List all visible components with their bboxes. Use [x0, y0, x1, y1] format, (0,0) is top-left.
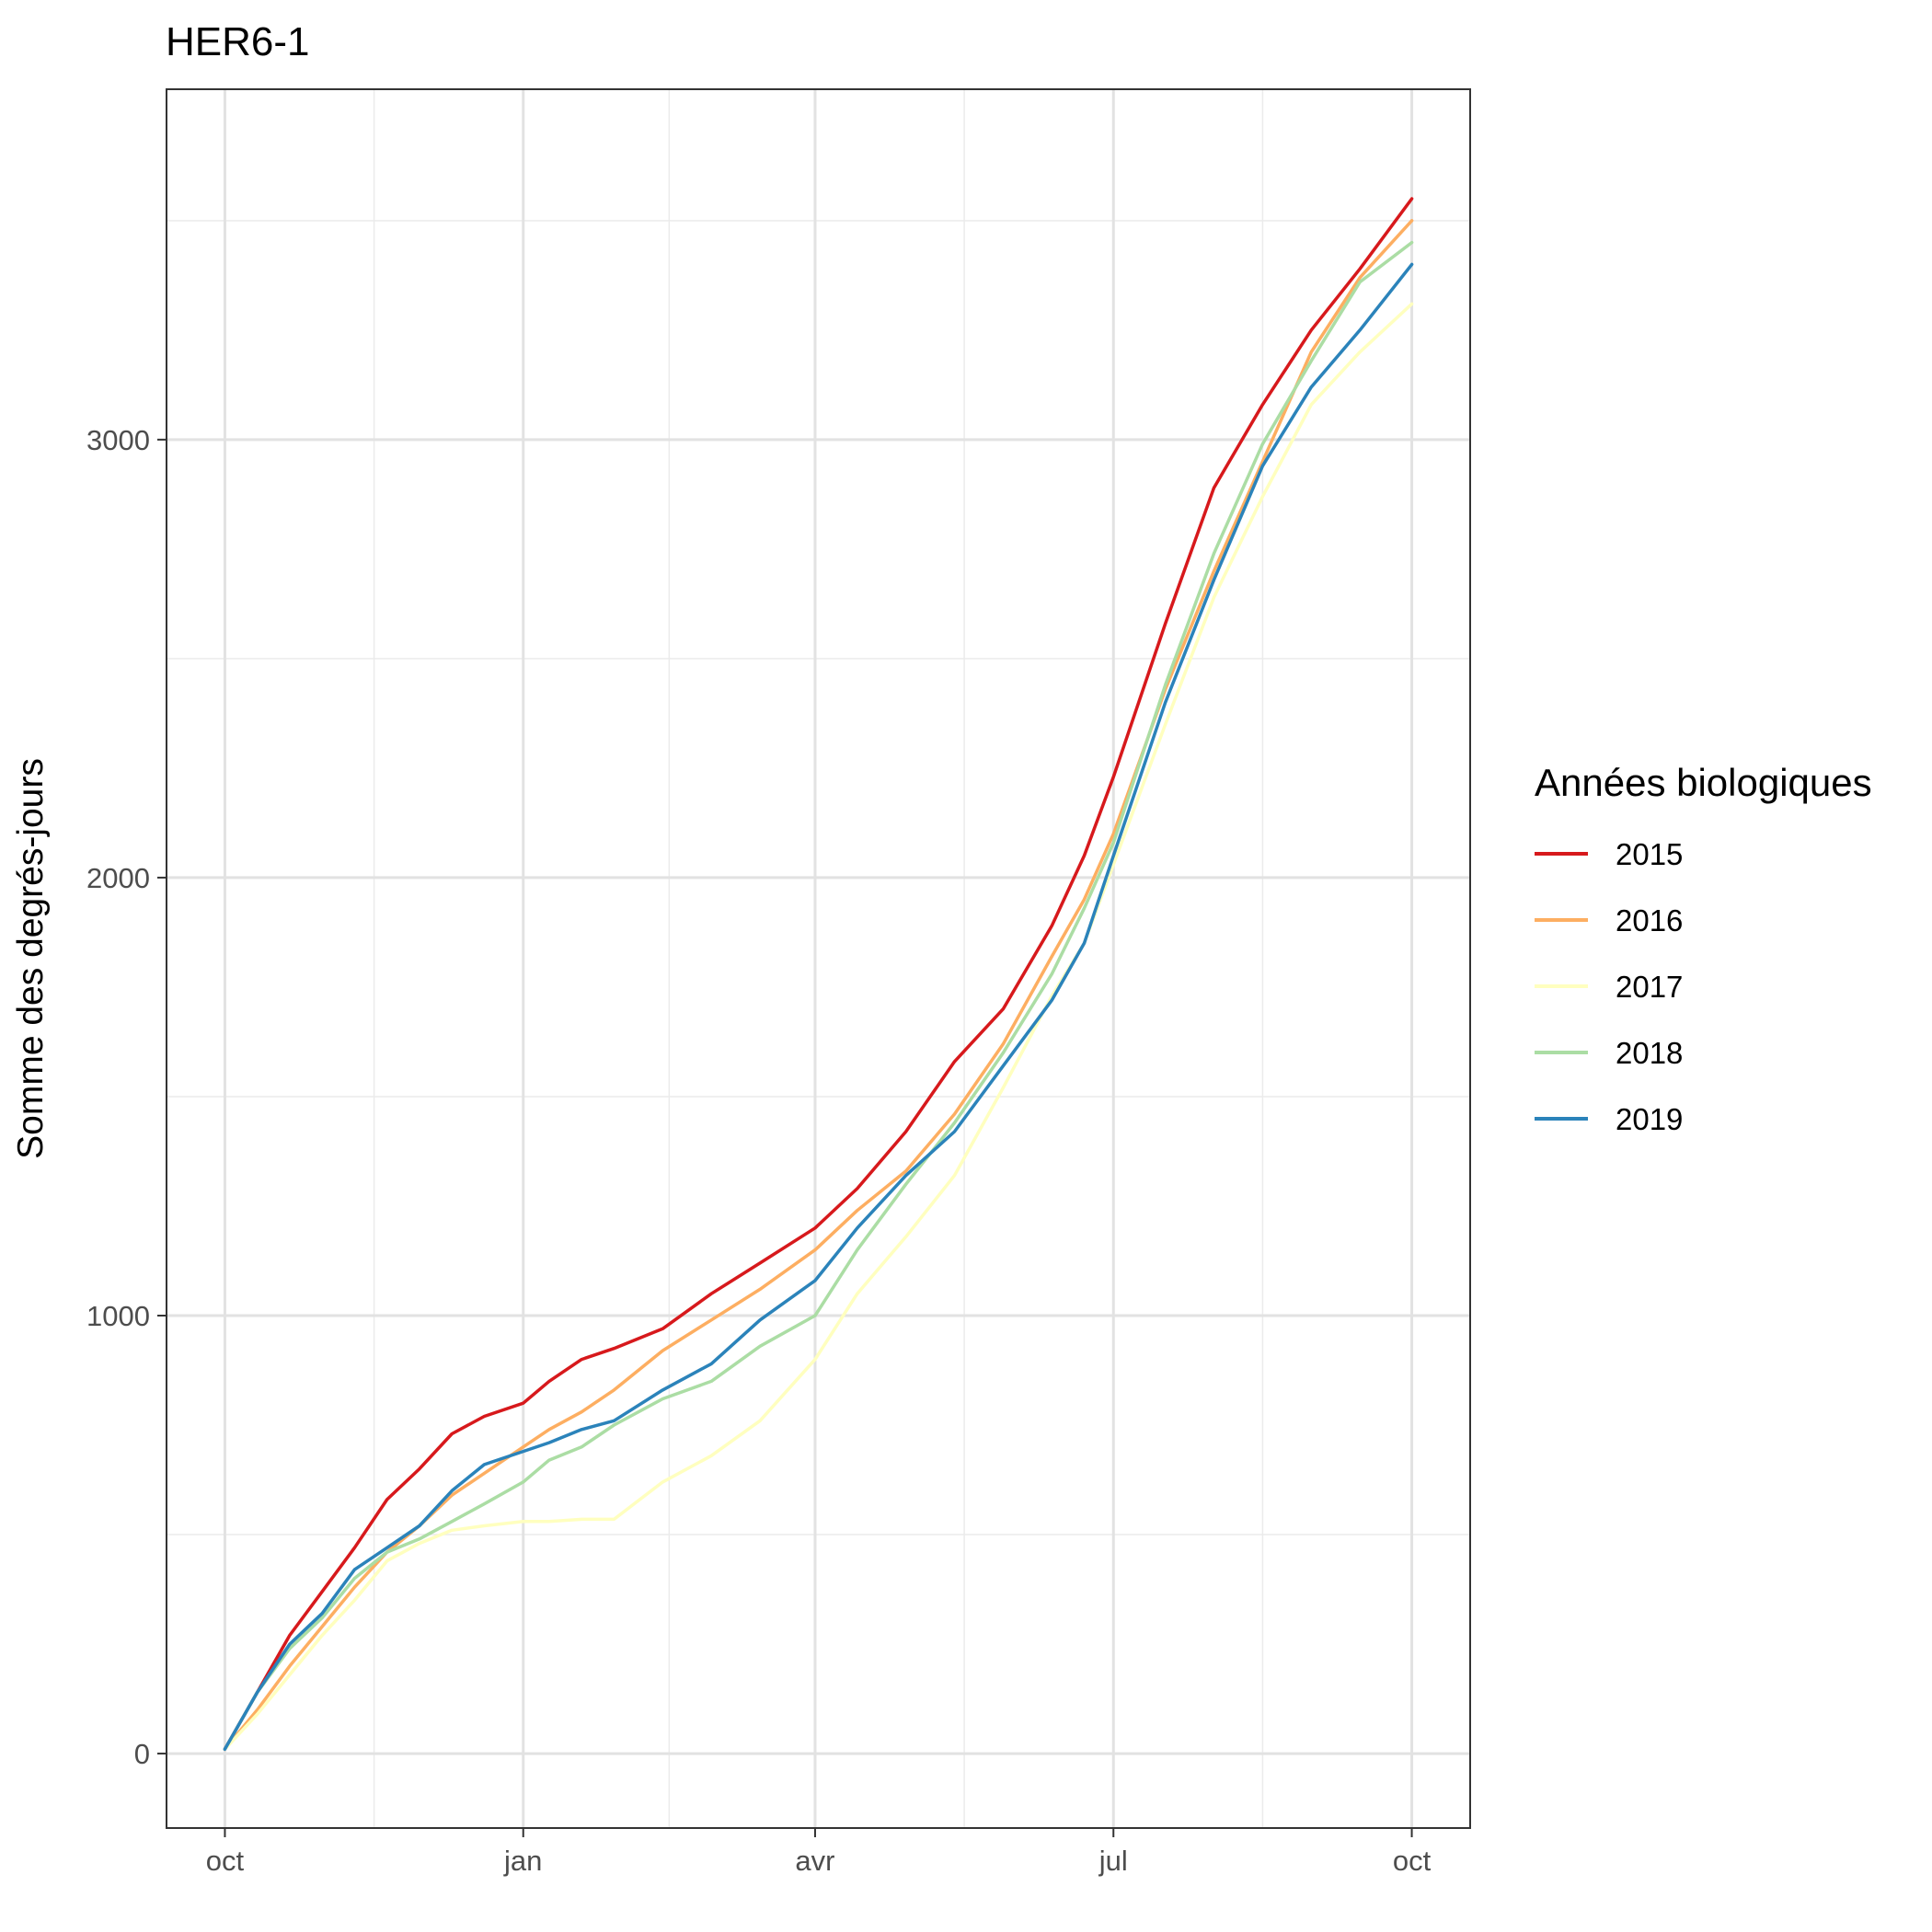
legend-label-2019: 2019 [1616, 1102, 1683, 1136]
legend-label-2015: 2015 [1616, 837, 1683, 871]
legend: Années biologiques 2015 2016 2017 2018 2019 [1535, 761, 1872, 1136]
y-tick-label: 1000 [86, 1300, 150, 1332]
y-axis-title: Somme des degrés-jours [11, 758, 51, 1159]
y-tick-label: 0 [134, 1738, 150, 1770]
plot-panel [167, 89, 1470, 1828]
series-layer [223, 197, 1414, 1752]
series-line-2015 [223, 197, 1414, 1752]
legend-label-2016: 2016 [1616, 903, 1683, 937]
y-tick-label: 3000 [86, 424, 150, 456]
plot-border [166, 88, 1471, 1829]
x-tick-label: jul [1098, 1845, 1128, 1877]
legend-items: 2015 2016 2017 2018 2019 [1535, 837, 1683, 1136]
chart-title: HER6-1 [166, 19, 310, 64]
grid-lines [167, 89, 1470, 1828]
legend-label-2017: 2017 [1616, 970, 1683, 1004]
y-tick-label: 2000 [86, 862, 150, 894]
legend-label-2018: 2018 [1616, 1036, 1683, 1070]
series-line-2019 [223, 262, 1414, 1752]
series-line-2017 [223, 302, 1414, 1752]
x-tick-label: oct [206, 1845, 245, 1877]
x-tick-label: oct [1393, 1845, 1432, 1877]
legend-title: Années biologiques [1535, 761, 1872, 804]
x-tick-label: avr [795, 1845, 834, 1877]
x-tick-label: jan [503, 1845, 542, 1877]
x-axis: oct jan avr jul oct [206, 1828, 1432, 1877]
series-line-2018 [223, 240, 1414, 1752]
y-axis: 0 1000 2000 3000 [86, 424, 167, 1770]
